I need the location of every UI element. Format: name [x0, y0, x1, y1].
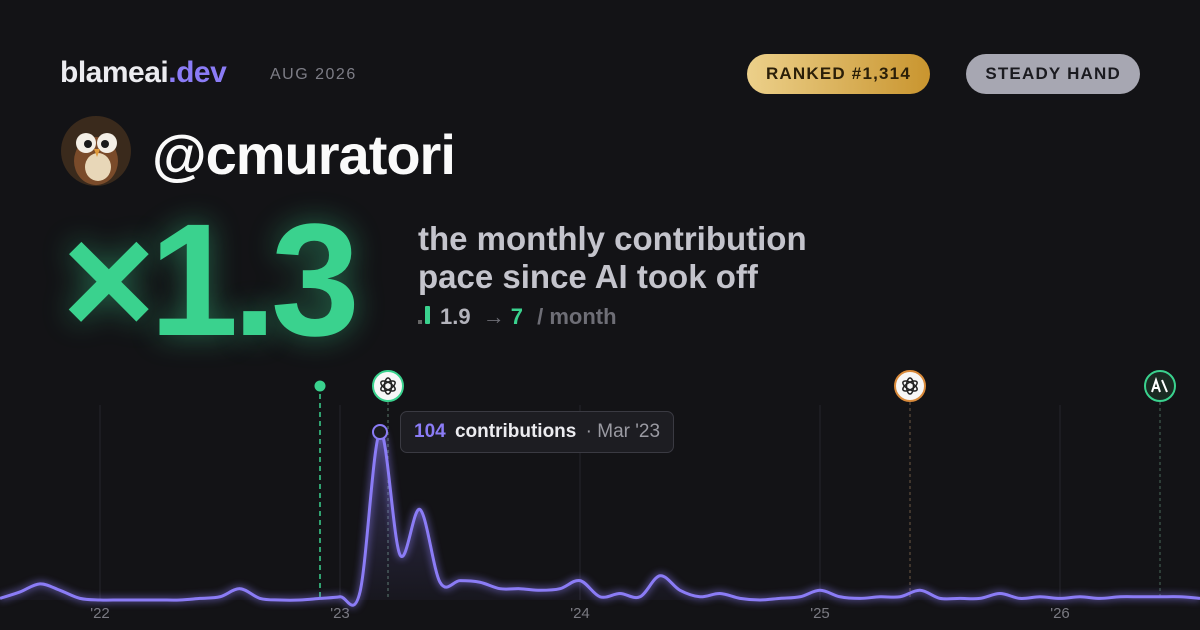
icon — [425, 306, 430, 324]
brand-suffix: .dev — [168, 56, 227, 89]
pace-after: 7 — [510, 304, 523, 329]
pace-unit: / month — [537, 304, 617, 329]
x-tick-label: '26 — [1050, 605, 1070, 622]
openai-icon — [372, 370, 404, 402]
date: AUG 2026 — [270, 66, 357, 83]
x-tick-label: '24 — [570, 605, 590, 622]
x-tick-label: '23 — [330, 605, 350, 622]
style-badge: STEADY HAND — [966, 54, 1140, 94]
tooltip-value: 104 — [414, 421, 446, 442]
openai-icon — [894, 370, 926, 402]
event-marker — [314, 380, 326, 392]
peak-marker — [372, 424, 388, 440]
area — [0, 431, 1200, 606]
tooltip: 104 contributions · Mar '23 — [400, 411, 675, 453]
pace-before: 1.9 — [440, 304, 471, 329]
icon — [418, 320, 422, 324]
brand: blameai.dev — [60, 56, 227, 90]
avatar — [61, 116, 131, 186]
brand-name: blameai — [60, 56, 169, 89]
username: @cmuratori — [152, 123, 456, 186]
description-line: pace since AI took off — [418, 258, 758, 295]
line — [0, 430, 1200, 607]
arrow: → — [482, 304, 505, 329]
x-tick-label: '22 — [90, 605, 110, 622]
anthropic-icon — [1144, 370, 1176, 402]
x-tick-label: '25 — [810, 605, 830, 622]
description: the monthly contribution pace since AI t… — [418, 220, 807, 296]
multiplier: ×1.3 — [62, 190, 360, 369]
tooltip-date: · Mar '23 — [585, 421, 661, 442]
rank-badge: RANKED #1,314 — [746, 54, 930, 94]
tooltip-label: contributions — [454, 421, 577, 442]
events — [314, 370, 1176, 600]
description-line: the monthly contribution — [418, 220, 807, 257]
pace: 1.9 → 7 / month — [418, 304, 617, 330]
